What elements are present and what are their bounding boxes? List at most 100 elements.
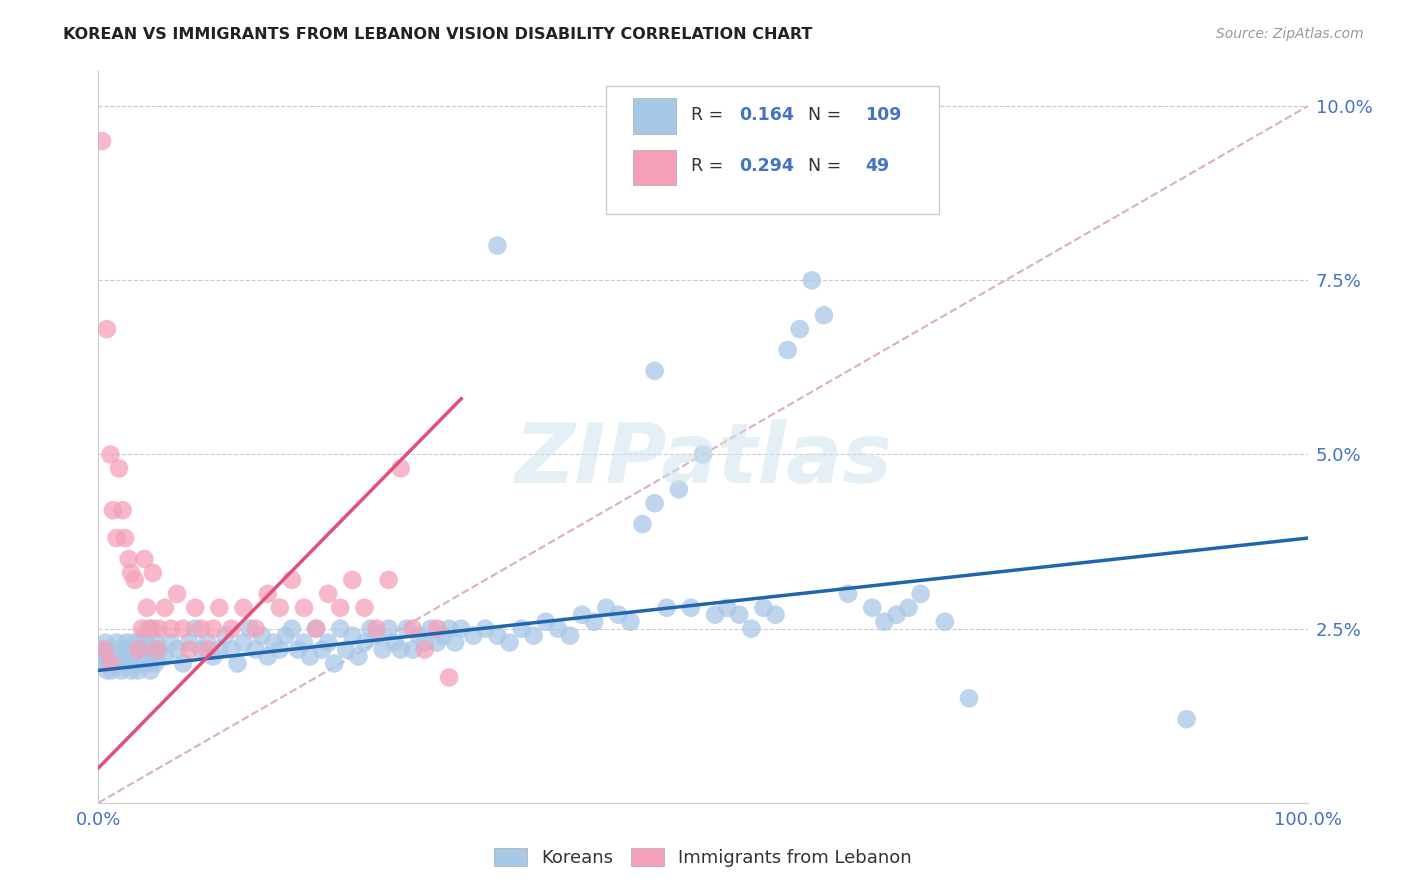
Point <box>120 664 142 678</box>
Point <box>118 657 141 671</box>
Point <box>101 503 124 517</box>
Point <box>190 622 212 636</box>
Point <box>142 622 165 636</box>
Point <box>108 461 131 475</box>
Point <box>329 622 352 636</box>
Point <box>145 642 167 657</box>
Point <box>450 622 472 636</box>
Point <box>360 622 382 636</box>
Point <box>120 566 142 580</box>
Point <box>371 642 394 657</box>
Point <box>644 496 666 510</box>
Point <box>395 622 418 636</box>
Point <box>184 622 207 636</box>
Point <box>274 629 297 643</box>
Point <box>141 642 163 657</box>
Point <box>873 615 896 629</box>
Text: 0.294: 0.294 <box>740 158 794 176</box>
Point <box>172 657 194 671</box>
Point <box>114 657 136 671</box>
Point <box>139 664 162 678</box>
Point <box>184 600 207 615</box>
Text: 49: 49 <box>865 158 889 176</box>
Point <box>202 649 225 664</box>
Point <box>208 642 231 657</box>
Point <box>910 587 932 601</box>
Point <box>353 600 375 615</box>
Point <box>256 649 278 664</box>
Point <box>679 600 702 615</box>
Point <box>117 649 139 664</box>
Point <box>402 622 425 636</box>
Point <box>800 273 823 287</box>
Point <box>108 657 131 671</box>
Point <box>131 657 153 671</box>
Point <box>486 238 509 252</box>
Point <box>366 622 388 636</box>
Point <box>704 607 727 622</box>
Point <box>232 635 254 649</box>
Point <box>571 607 593 622</box>
Point <box>115 635 138 649</box>
Point <box>311 642 333 657</box>
Point <box>118 642 141 657</box>
Point <box>1175 712 1198 726</box>
Text: R =: R = <box>690 158 728 176</box>
Point <box>202 622 225 636</box>
Point <box>111 642 134 657</box>
Point <box>245 622 267 636</box>
Point <box>655 600 678 615</box>
FancyBboxPatch shape <box>633 150 676 185</box>
Point <box>389 642 412 657</box>
Point <box>239 622 262 636</box>
Point <box>98 649 121 664</box>
Point <box>100 657 122 671</box>
Point <box>342 629 364 643</box>
Legend: Koreans, Immigrants from Lebanon: Koreans, Immigrants from Lebanon <box>486 840 920 874</box>
Point <box>232 600 254 615</box>
Point <box>934 615 956 629</box>
Point <box>112 649 135 664</box>
Point <box>153 649 176 664</box>
Point <box>127 664 149 678</box>
Point <box>299 649 322 664</box>
FancyBboxPatch shape <box>633 98 676 134</box>
Point <box>108 642 131 657</box>
Point <box>860 600 883 615</box>
Point <box>104 657 127 671</box>
Point <box>94 635 117 649</box>
Point <box>323 657 346 671</box>
Point <box>474 622 496 636</box>
Point <box>179 642 201 657</box>
Point <box>420 622 443 636</box>
Point <box>127 642 149 657</box>
Point <box>269 600 291 615</box>
Point <box>124 573 146 587</box>
Point <box>292 635 315 649</box>
Point <box>377 622 399 636</box>
Point <box>269 642 291 657</box>
Point <box>131 622 153 636</box>
Text: KOREAN VS IMMIGRANTS FROM LEBANON VISION DISABILITY CORRELATION CHART: KOREAN VS IMMIGRANTS FROM LEBANON VISION… <box>63 27 813 42</box>
Point <box>316 587 339 601</box>
Point <box>389 461 412 475</box>
Text: N =: N = <box>797 158 846 176</box>
Point <box>384 635 406 649</box>
Point <box>263 635 285 649</box>
Point <box>134 552 156 566</box>
Point <box>558 629 581 643</box>
Point <box>135 649 157 664</box>
Point <box>776 343 799 357</box>
Point <box>166 642 188 657</box>
Point <box>692 448 714 462</box>
Point <box>607 607 630 622</box>
Point <box>138 622 160 636</box>
Point <box>426 622 449 636</box>
Point <box>160 635 183 649</box>
Point <box>93 657 115 671</box>
Point <box>305 622 328 636</box>
Point <box>523 629 546 643</box>
Point <box>195 635 218 649</box>
Point <box>957 691 980 706</box>
Point <box>138 642 160 657</box>
